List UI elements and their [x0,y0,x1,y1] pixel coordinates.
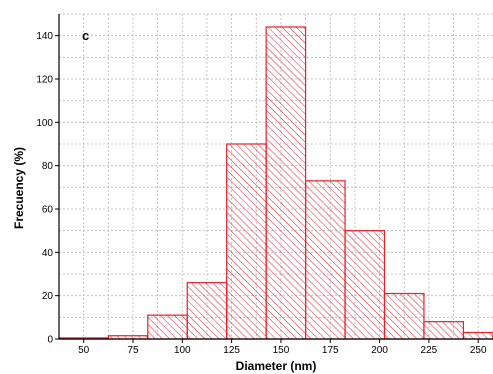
histogram-bar-3 [186,282,228,340]
x-tick-label: 200 [371,345,388,356]
y-tick-label: 0 [47,335,53,346]
x-tick-label: 100 [174,345,191,356]
axes [55,14,493,343]
tick-labels: 50 75 100 125 150 175 200 225 250 0 20 40 60 80 100 120… [36,31,487,356]
x-tick-label: 50 [78,345,90,356]
y-tick-label: 140 [36,31,53,42]
histogram-bar-6 [304,180,346,340]
panel-label: c [82,28,89,43]
x-tick-label: 175 [322,345,339,356]
histogram-bar-9 [423,321,465,340]
x-tick-label: 150 [273,345,290,356]
y-tick-label: 40 [42,248,54,259]
x-axis-label: Diameter (nm) [236,359,317,373]
y-axis-label: Frecuency (%) [12,147,26,229]
histogram-bar-8 [383,292,425,340]
histogram-bar-4 [226,143,267,340]
histogram-bar-10 [462,331,493,340]
y-tick-label: 100 [36,118,53,129]
x-tick-label: 225 [421,345,438,356]
y-tick-label: 120 [36,75,53,86]
histogram-bar-7 [344,230,386,340]
histogram-bar-2 [147,314,188,340]
histogram-bar-5 [265,26,307,340]
y-tick-label: 20 [42,291,54,302]
y-tick-label: 80 [42,161,54,172]
bars [58,26,493,340]
x-tick-label: 125 [223,345,240,356]
x-tick-label: 75 [127,345,139,356]
x-tick-label: 250 [470,345,487,356]
y-tick-label: 60 [42,205,54,216]
